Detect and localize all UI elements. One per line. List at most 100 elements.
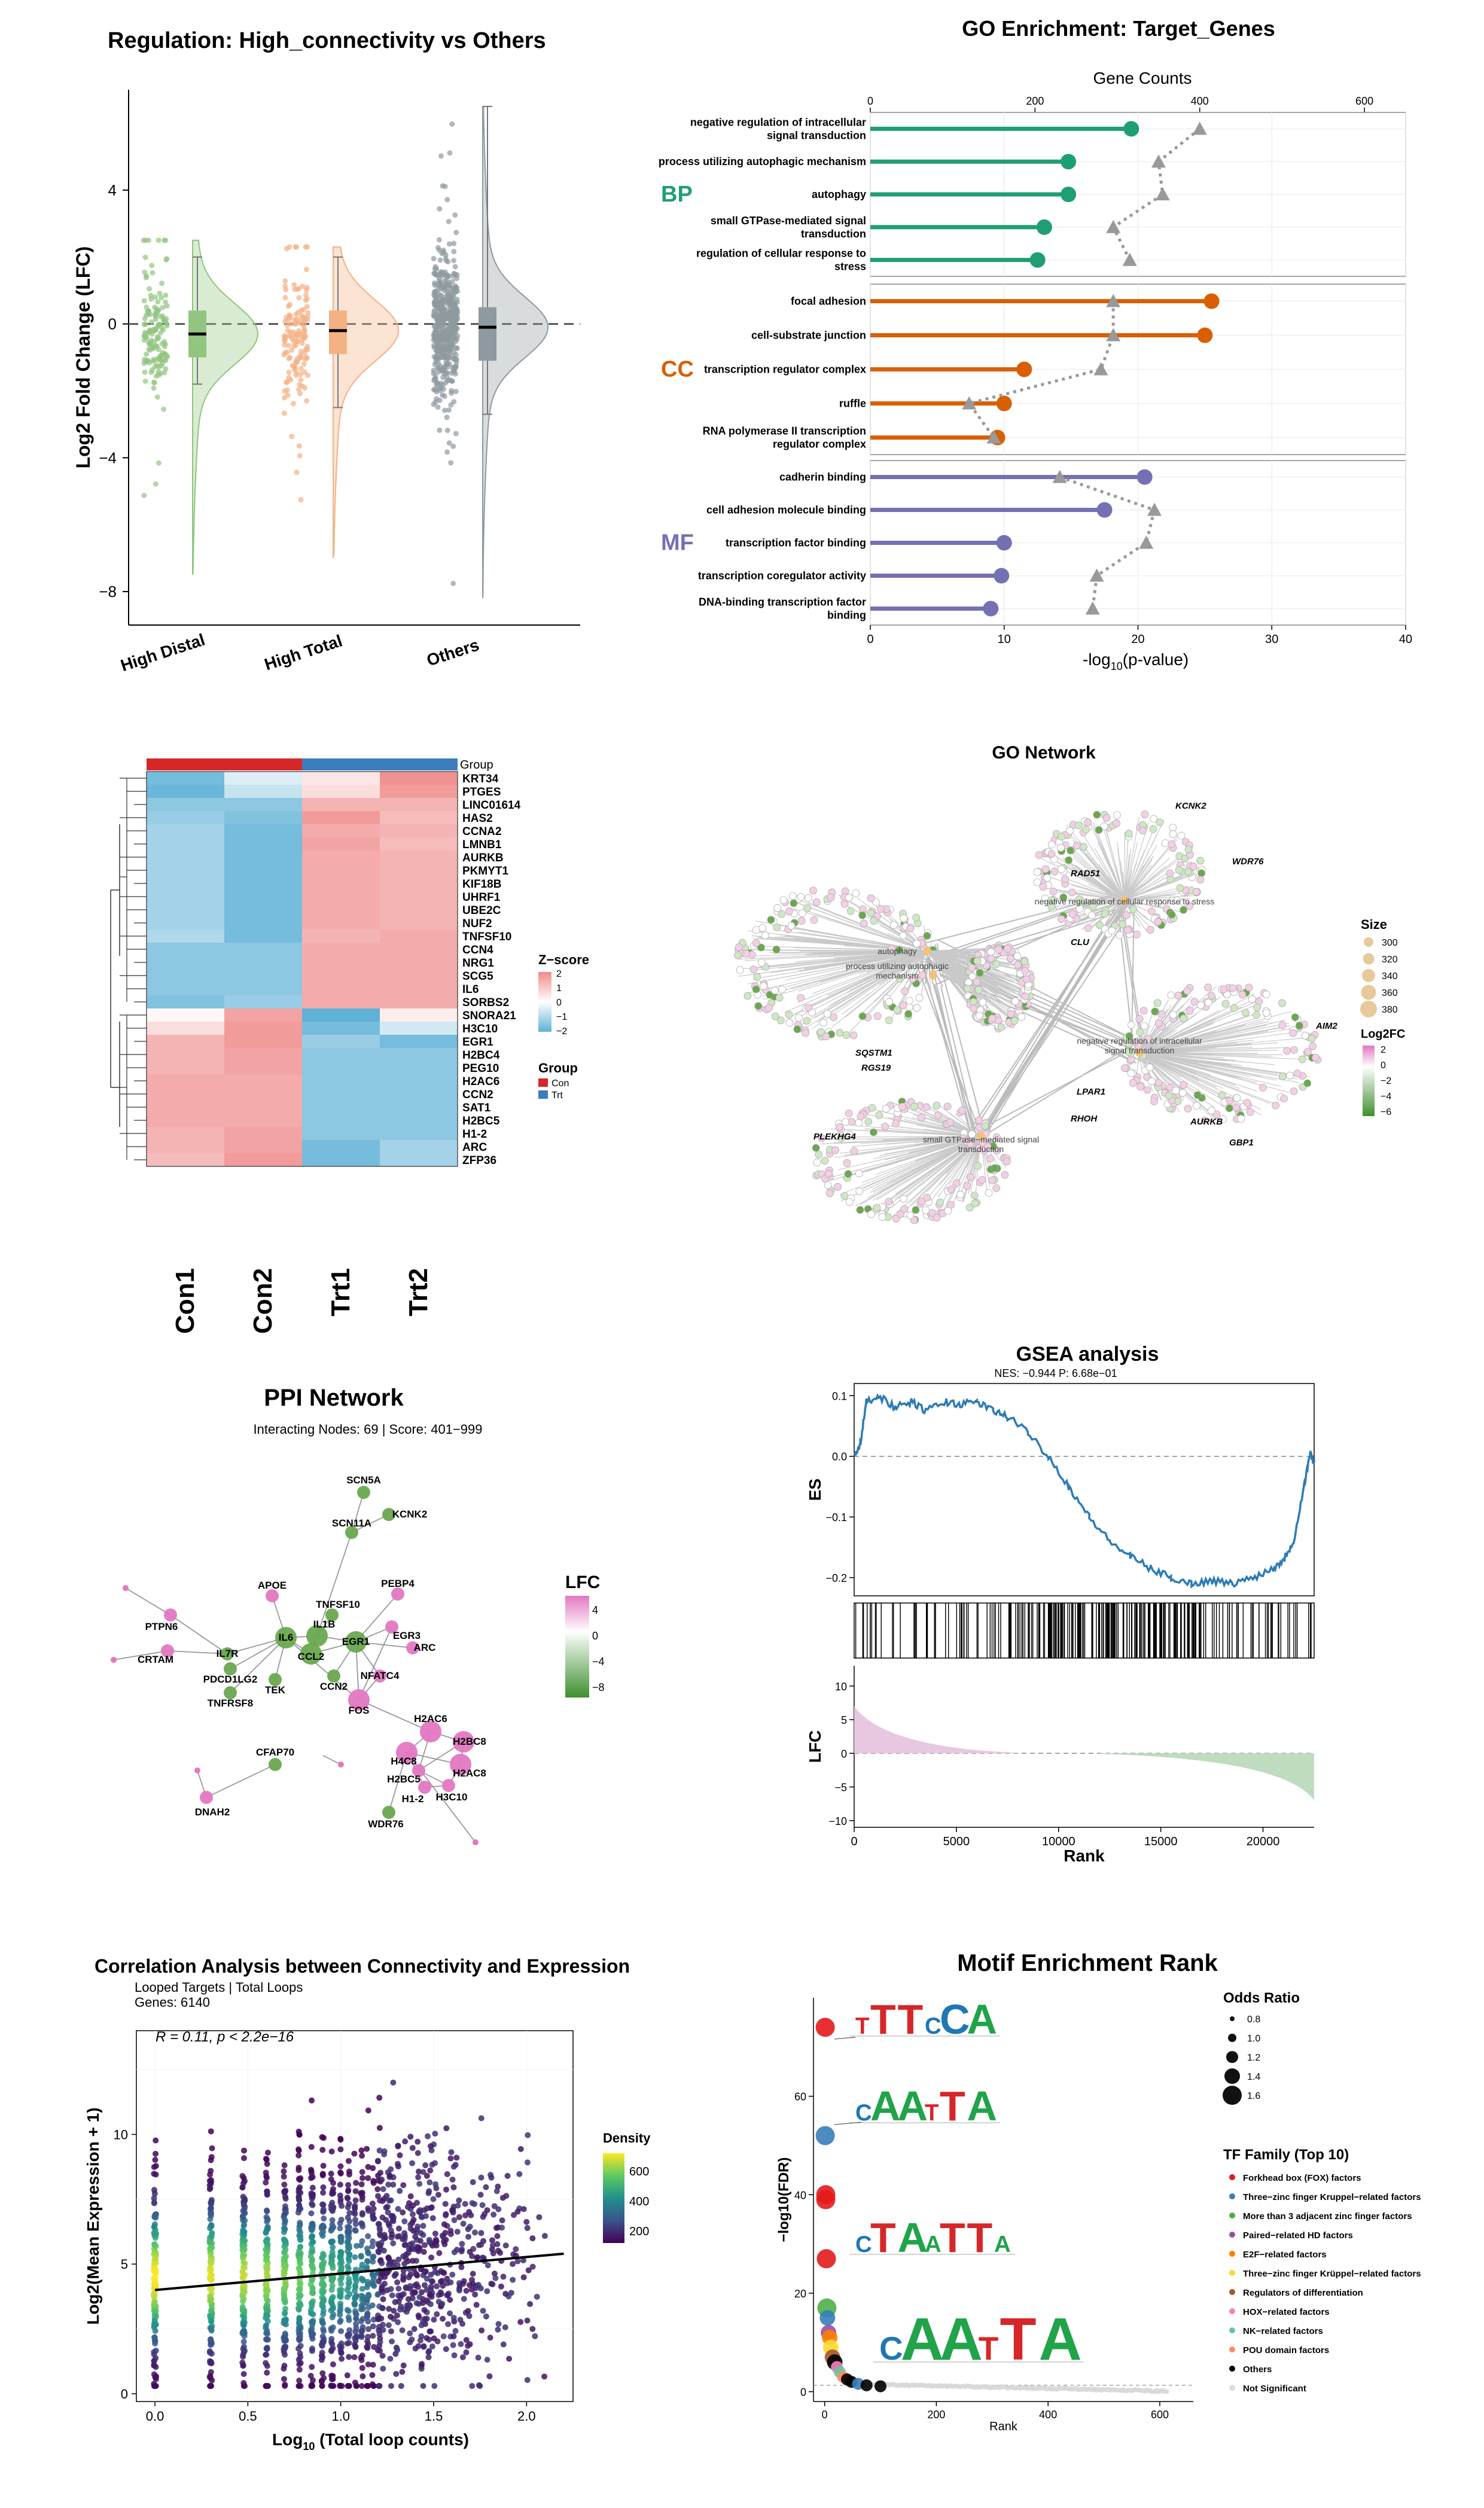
scatter-point: [296, 2366, 303, 2373]
scatter-point: [309, 2277, 315, 2284]
facet-label: CC: [661, 357, 694, 382]
scatter-point: [447, 2155, 454, 2162]
box: [329, 310, 347, 354]
size-legend-title: Size: [1361, 917, 1387, 932]
gene-label: CLU: [1071, 937, 1090, 947]
network-edge: [1044, 854, 1125, 901]
network-edge: [1124, 857, 1170, 901]
scatter-point: [337, 2181, 343, 2188]
heatmap-cell: [302, 1048, 380, 1061]
scatter-point: [506, 2355, 513, 2362]
scatter-point: [399, 2369, 406, 2375]
gene-node: [834, 1183, 842, 1191]
scatter-point: [281, 2248, 288, 2255]
scatter-point: [346, 2257, 352, 2264]
scatter-point: [498, 2283, 504, 2290]
heatmap-cell: [302, 837, 380, 851]
hits-panel: [854, 1602, 1315, 1659]
network-edge: [1124, 900, 1169, 909]
jitter-point: [303, 297, 309, 303]
scatter-point: [240, 2259, 247, 2266]
gene-node: [1050, 867, 1059, 876]
gene-node: [1125, 830, 1133, 838]
scatter-point: [328, 2347, 335, 2354]
gene-node: [752, 985, 760, 994]
ppi-node-label: APOE: [258, 1580, 287, 1591]
heatmap-cell: [224, 785, 302, 798]
gene-node: [1309, 1042, 1317, 1050]
heatmap-cell: [380, 890, 458, 903]
jitter-point: [451, 258, 457, 264]
heatmap-cell: [380, 1061, 458, 1074]
jitter-point: [447, 377, 453, 383]
scatter-point: [529, 2235, 536, 2242]
scatter-point: [379, 2283, 385, 2290]
gene-node: [802, 1029, 810, 1037]
network-edge: [815, 913, 928, 952]
scatter-point: [478, 2230, 484, 2236]
network-edge: [786, 927, 928, 952]
gene-node: [809, 886, 817, 895]
heatmap-cell: [302, 1153, 380, 1166]
gene-node: [1057, 844, 1065, 852]
gene-node: [1204, 983, 1212, 992]
jitter-point: [296, 386, 302, 392]
scatter-point: [434, 2283, 440, 2290]
ppi-node-label: TNFSF10: [316, 1599, 360, 1610]
scatter-point: [358, 2318, 364, 2324]
scatter-point: [470, 2179, 476, 2186]
gene-node: [1066, 846, 1075, 855]
scatter-point: [365, 2205, 371, 2212]
scatter-point: [389, 2292, 395, 2299]
heatmap-cell: [147, 956, 224, 969]
top-tick-label: 0: [867, 95, 873, 107]
gene-node: [1219, 1115, 1227, 1123]
jitter-point: [441, 330, 447, 336]
scatter-point: [208, 2382, 214, 2389]
gene-node: [772, 945, 781, 953]
lollipop-head: [1016, 361, 1032, 377]
gene-node: [1127, 1069, 1135, 1077]
jitter-point: [141, 333, 147, 339]
gene-node: [913, 940, 921, 948]
heatmap-cell: [302, 1140, 380, 1153]
jitter-point: [286, 355, 292, 361]
go-term-label: transduction: [958, 1144, 1004, 1154]
jitter-point: [151, 385, 157, 391]
gene-node: [778, 985, 786, 994]
gene-node: [1061, 875, 1069, 883]
lfc-area-neg: [1099, 1753, 1314, 1800]
heatmap-cell: [302, 1035, 380, 1048]
heatmap-cell: [380, 903, 458, 916]
scatter-point: [471, 2229, 478, 2236]
gene-node: [995, 946, 1003, 953]
jitter-point: [148, 292, 154, 298]
ppi-node-label: PEBP4: [381, 1578, 415, 1589]
network-edge: [915, 962, 980, 1133]
scatter-point: [328, 2326, 334, 2332]
scatter-point: [459, 2241, 465, 2247]
scatter-point: [328, 2176, 334, 2183]
gene-node: [1169, 830, 1177, 838]
scatter-point: [401, 2233, 408, 2239]
network-edge: [793, 938, 928, 952]
heatmap-cell: [147, 1153, 224, 1166]
network-edge: [796, 932, 928, 952]
gene-node: [1312, 1053, 1320, 1062]
scatter-point: [240, 2370, 247, 2377]
jitter-point: [293, 342, 299, 348]
scatter-point: [263, 2207, 270, 2214]
jitter-point: [304, 304, 310, 310]
gene-node: [1136, 1083, 1145, 1090]
jitter-point: [440, 312, 446, 318]
jitter-point: [453, 230, 459, 236]
gene-node: [735, 943, 743, 951]
heatmap-cell: [380, 785, 458, 798]
jitter-point: [150, 270, 156, 276]
group-bar-cell: [224, 758, 302, 770]
jitter-point: [297, 391, 303, 397]
jitter-point: [164, 303, 170, 309]
jitter-point: [291, 282, 297, 288]
heatmap-cell: [224, 916, 302, 930]
scatter-point: [309, 2097, 315, 2104]
